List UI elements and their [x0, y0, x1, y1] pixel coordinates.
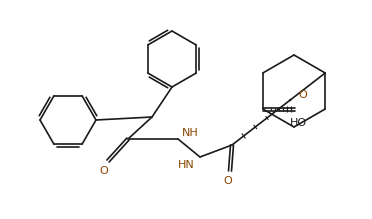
Text: O: O — [298, 90, 307, 100]
Text: HO: HO — [290, 118, 307, 128]
Text: NH: NH — [182, 128, 199, 138]
Text: O: O — [224, 176, 232, 186]
Text: O: O — [100, 166, 108, 176]
Text: HN: HN — [178, 160, 195, 170]
